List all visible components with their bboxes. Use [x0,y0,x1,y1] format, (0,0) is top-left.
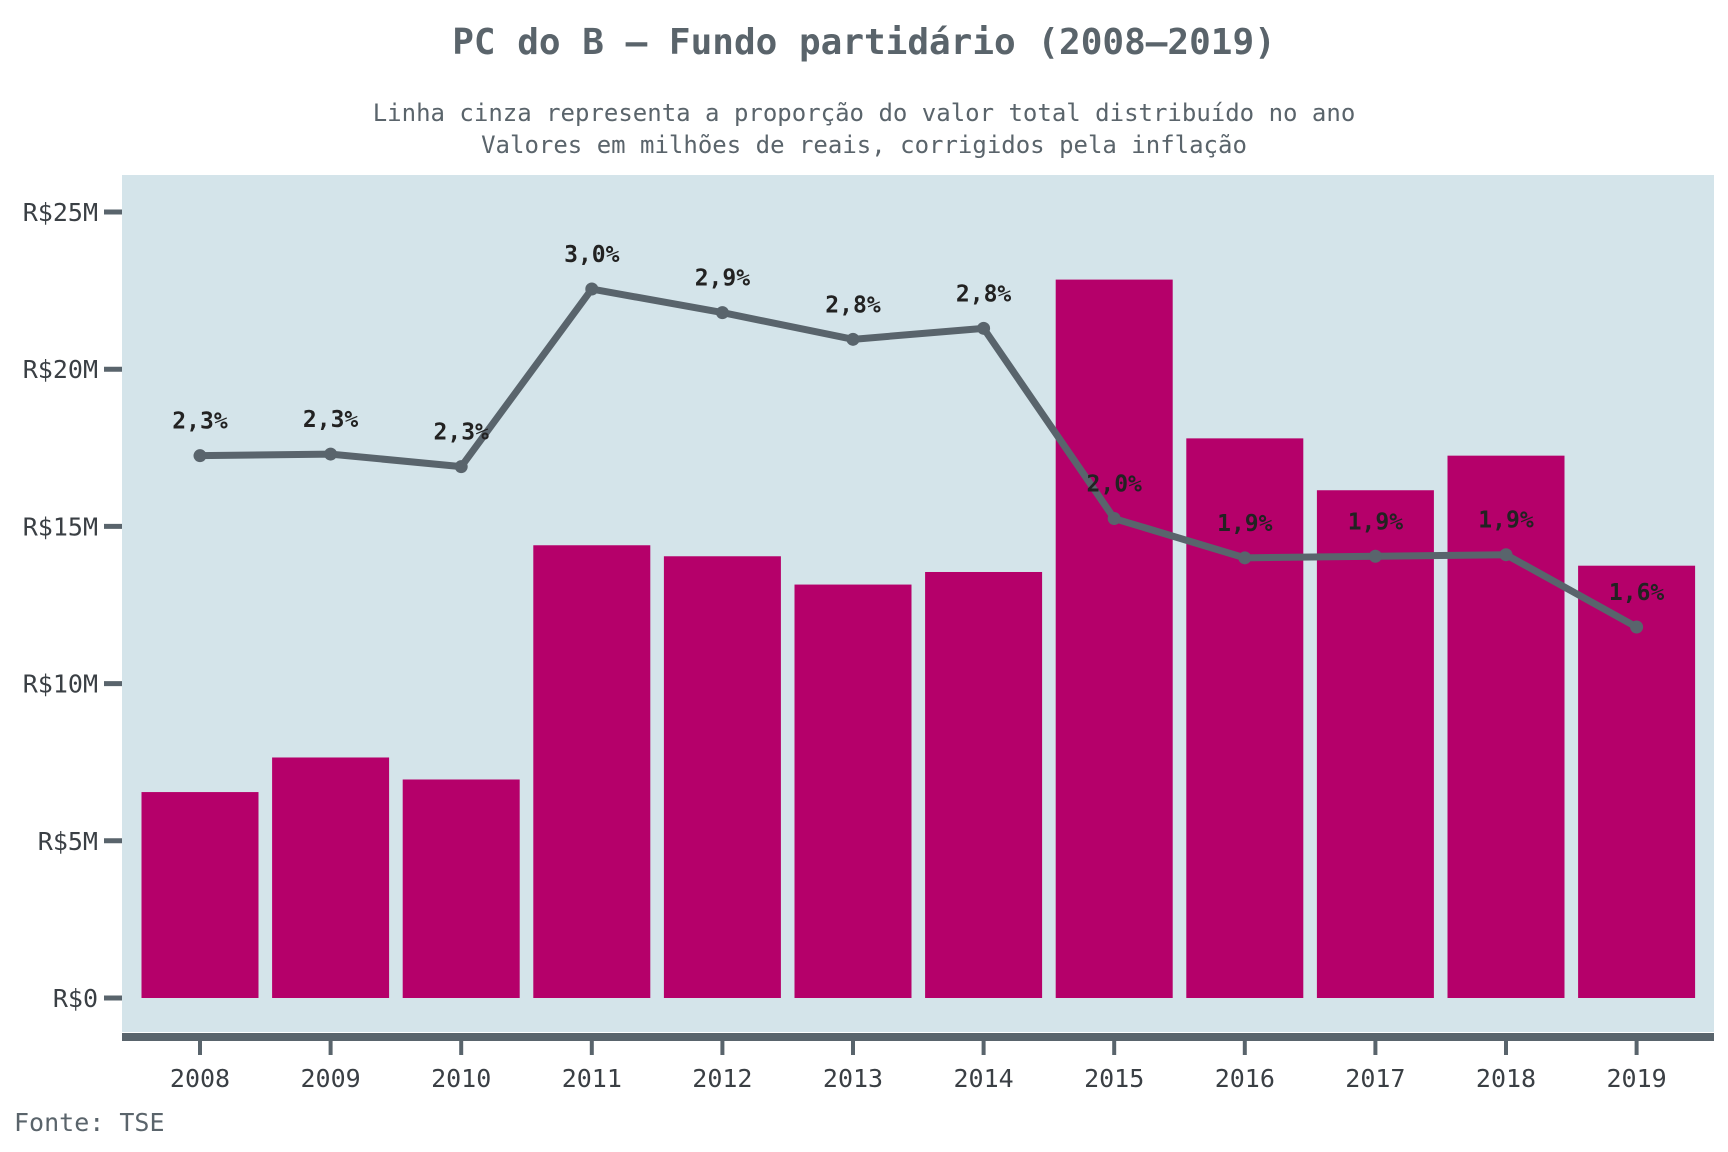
y-tick-label-25: R$25M [23,198,98,227]
proportion-point-2014 [977,321,991,335]
chart-title: PC do B – Fundo partidário (2008–2019) [452,22,1276,63]
y-tick-label-10: R$10M [23,670,98,699]
x-tick-label-2014: 2014 [953,1064,1013,1093]
x-tick-label-2019: 2019 [1606,1064,1666,1093]
data-label-2012: 2,9% [695,266,751,292]
proportion-point-2009 [324,447,338,461]
x-tick-label-2013: 2013 [823,1064,883,1093]
data-label-2015: 2,0% [1087,472,1143,498]
x-tick-label-2012: 2012 [692,1064,752,1093]
x-tick-label-2010: 2010 [431,1064,491,1093]
y-tick-label-0: R$0 [53,984,98,1013]
x-axis: 2008 2009 2010 2011 2012 2013 2014 2015 2016 2017… [122,1033,1714,1093]
proportion-point-2016 [1238,551,1252,565]
bars-layer [141,279,1696,998]
data-label-2018: 1,9% [1478,508,1534,534]
chart-caption: Fonte: TSE [14,1108,165,1137]
bar-2008 [141,792,259,998]
data-label-2016: 1,9% [1217,511,1273,537]
x-tick-label-2011: 2011 [562,1064,622,1093]
bar-2015 [1055,279,1173,998]
data-label-2013: 2,8% [825,292,881,318]
data-label-2009: 2,3% [303,407,359,433]
x-tick-label-2009: 2009 [300,1064,360,1093]
x-tick-label-2016: 2016 [1215,1064,1275,1093]
bar-2018 [1447,455,1565,998]
x-tick-label-2008: 2008 [170,1064,230,1093]
proportion-line [196,285,1641,631]
data-label-2008: 2,3% [172,409,228,435]
bar-2011 [533,545,651,998]
y-tick-label-20: R$20M [23,355,98,384]
bar-2010 [402,779,520,998]
bar-2013 [794,584,912,998]
y-axis: R$0 R$5M R$10M R$15M R$20M R$25M [23,198,122,1013]
line-layer: 2,3% 2,3% 2,3% 3,0% 2,9% 2,8% 2,8% 2,0% 1,9% 1,9%… [172,242,1665,634]
data-label-2017: 1,9% [1348,509,1404,535]
bar-2009 [272,757,390,998]
bar-2012 [663,556,781,998]
proportion-point-2010 [454,460,468,474]
proportion-point-2011 [585,282,599,296]
bar-2019 [1578,565,1696,998]
data-label-2019: 1,6% [1609,580,1665,606]
x-tick-label-2015: 2015 [1084,1064,1144,1093]
chart-subtitle-line-2: Valores em milhões de reais, corrigidos … [481,131,1247,159]
proportion-point-2018 [1499,548,1513,562]
y-tick-label-15: R$15M [23,512,98,541]
proportion-point-2012 [715,306,729,320]
x-tick-label-2018: 2018 [1476,1064,1536,1093]
chart-subtitle-line-1: Linha cinza representa a proporção do va… [373,99,1356,127]
proportion-point-2015 [1107,512,1121,526]
data-label-2014: 2,8% [956,281,1012,307]
x-tick-label-2017: 2017 [1345,1064,1405,1093]
data-label-2011: 3,0% [564,242,620,268]
proportion-point-2008 [193,449,207,463]
data-label-2010: 2,3% [434,420,490,446]
proportion-point-2019 [1630,620,1644,634]
y-tick-label-5: R$5M [38,827,98,856]
bar-2016 [1186,438,1304,998]
bar-2014 [925,571,1043,998]
proportion-point-2013 [846,332,860,346]
proportion-point-2017 [1368,549,1382,563]
bar-2017 [1316,490,1434,998]
